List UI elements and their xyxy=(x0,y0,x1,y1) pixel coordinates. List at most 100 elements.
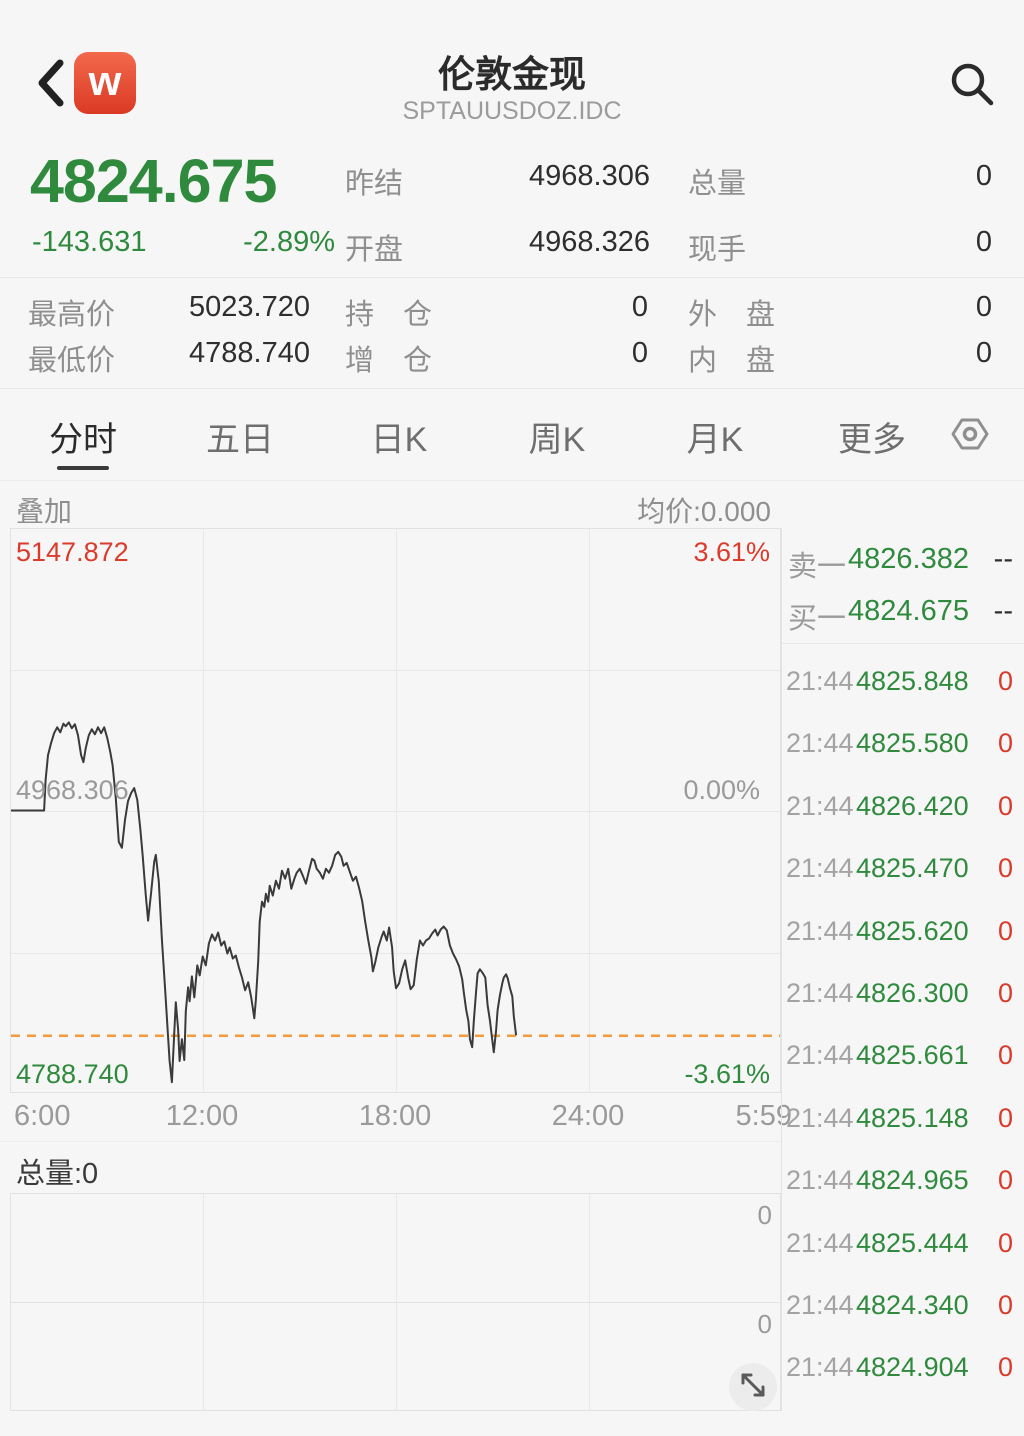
expand-chart-button[interactable] xyxy=(729,1363,777,1411)
volume-box2-max: 0 xyxy=(757,1309,772,1339)
prev-close-value: 4968.306 xyxy=(529,160,650,192)
high-value: 5023.720 xyxy=(189,291,310,323)
tape-time: 21:44 xyxy=(786,791,854,821)
search-icon xyxy=(948,63,996,112)
open-interest-value: 0 xyxy=(631,291,648,323)
bid-label: 买一 xyxy=(788,603,847,635)
low-label: 最低价 xyxy=(28,345,116,377)
intraday-chart[interactable]: 5147.872 3.61% 4968.306 0.00% 4788.740 -… xyxy=(10,528,781,1093)
tab-月K[interactable]: 月K xyxy=(686,421,744,459)
gridline xyxy=(11,1302,780,1303)
logo-letter: w xyxy=(88,57,122,104)
tape-time: 21:44 xyxy=(786,1040,854,1070)
tape-price: 4826.420 xyxy=(856,791,969,821)
open-value: 4968.326 xyxy=(529,226,650,258)
gridline xyxy=(396,529,397,1092)
tab-周K[interactable]: 周K xyxy=(528,421,586,459)
hex-nut-settings-icon xyxy=(950,418,990,458)
tape-time: 21:44 xyxy=(786,666,854,696)
tab-分时[interactable]: 分时 xyxy=(49,421,117,459)
outer-disc-label: 外 盘 xyxy=(688,299,776,331)
gridline xyxy=(589,529,590,1092)
tape-time: 21:44 xyxy=(786,1228,854,1258)
order-book-divider xyxy=(782,643,1024,644)
ask-price: 4826.382 xyxy=(848,543,969,575)
high-label: 最高价 xyxy=(28,299,116,331)
ask-volume: -- xyxy=(993,543,1013,575)
active-tab-underline xyxy=(57,466,109,470)
chevron-left-icon xyxy=(36,59,66,112)
inner-disc-value: 0 xyxy=(975,337,992,369)
prev-close-label: 昨结 xyxy=(345,168,404,200)
expand-arrows-icon xyxy=(738,1370,768,1405)
bid-volume: -- xyxy=(993,595,1013,627)
avg-price-label: 均价:0.000 xyxy=(637,496,771,527)
open-label: 开盘 xyxy=(345,234,404,266)
ask-label: 卖一 xyxy=(788,551,847,583)
tab-五日[interactable]: 五日 xyxy=(206,421,274,459)
tape-price: 4825.620 xyxy=(856,916,969,946)
divider xyxy=(0,388,1024,389)
tab-更多[interactable]: 更多 xyxy=(838,421,906,459)
divider xyxy=(0,480,1024,481)
tape-volume: 0 xyxy=(997,791,1013,821)
price-change-pct: -2.89% xyxy=(243,226,335,258)
search-button[interactable] xyxy=(948,60,996,108)
gridline xyxy=(11,953,780,954)
tape-price: 4825.470 xyxy=(856,853,969,883)
intraday-chart-svg xyxy=(11,721,780,1084)
right-panel-divider xyxy=(781,528,782,1411)
gridline xyxy=(11,670,780,671)
y-max-price-label: 5147.872 xyxy=(16,537,129,567)
chart-settings-button[interactable] xyxy=(950,414,990,454)
current-hand-label: 现手 xyxy=(688,234,747,266)
tape-volume: 0 xyxy=(997,1040,1013,1070)
tape-volume: 0 xyxy=(997,1290,1013,1320)
x-tick-559: 5:59 xyxy=(735,1100,792,1132)
tape-time: 21:44 xyxy=(786,853,854,883)
volume-chart[interactable]: 0 0 xyxy=(10,1193,781,1411)
gridline xyxy=(11,811,780,812)
total-volume-label: 总量 xyxy=(688,168,747,200)
open-interest-label: 持 仓 xyxy=(345,299,433,331)
bid-price: 4824.675 xyxy=(848,595,969,627)
price-line xyxy=(11,721,518,1084)
tape-volume: 0 xyxy=(997,978,1013,1008)
tape-time: 21:44 xyxy=(786,1103,854,1133)
tape-price: 4825.661 xyxy=(856,1040,969,1070)
tape-volume: 0 xyxy=(997,853,1013,883)
tape-price: 4825.848 xyxy=(856,666,969,696)
inner-disc-label: 内 盘 xyxy=(688,345,776,377)
tape-volume: 0 xyxy=(997,1165,1013,1195)
tape-time: 21:44 xyxy=(786,728,854,758)
overlay-button[interactable]: 叠加 xyxy=(16,496,73,527)
tape-volume: 0 xyxy=(997,1103,1013,1133)
tape-price: 4826.300 xyxy=(856,978,969,1008)
x-tick-6: 6:00 xyxy=(14,1100,71,1132)
current-hand-value: 0 xyxy=(975,226,992,258)
x-tick-12: 12:00 xyxy=(165,1100,239,1132)
last-price: 4824.675 xyxy=(30,147,277,215)
back-button[interactable] xyxy=(36,58,66,108)
wind-app-logo[interactable]: w xyxy=(74,52,136,114)
volume-box1-max: 0 xyxy=(757,1200,772,1230)
price-change: -143.631 xyxy=(32,226,147,258)
tape-volume: 0 xyxy=(997,666,1013,696)
tape-time: 21:44 xyxy=(786,1352,854,1382)
tape-volume: 0 xyxy=(997,728,1013,758)
prev-close-price-label: 4968.306 xyxy=(16,775,129,805)
y-max-pct-label: 3.61% xyxy=(693,537,770,567)
tape-volume: 0 xyxy=(997,1228,1013,1258)
tape-time: 21:44 xyxy=(786,1165,854,1195)
instrument-code: SPTAUUSDOZ.IDC xyxy=(402,97,622,125)
interest-add-label: 增 仓 xyxy=(345,345,433,377)
low-value: 4788.740 xyxy=(189,337,310,369)
tape-price: 4825.444 xyxy=(856,1228,969,1258)
divider xyxy=(0,1141,781,1142)
tape-volume: 0 xyxy=(997,916,1013,946)
interest-add-value: 0 xyxy=(631,337,648,369)
tape-price: 4825.148 xyxy=(856,1103,969,1133)
tab-日K[interactable]: 日K xyxy=(370,421,428,459)
tape-price: 4824.965 xyxy=(856,1165,969,1195)
